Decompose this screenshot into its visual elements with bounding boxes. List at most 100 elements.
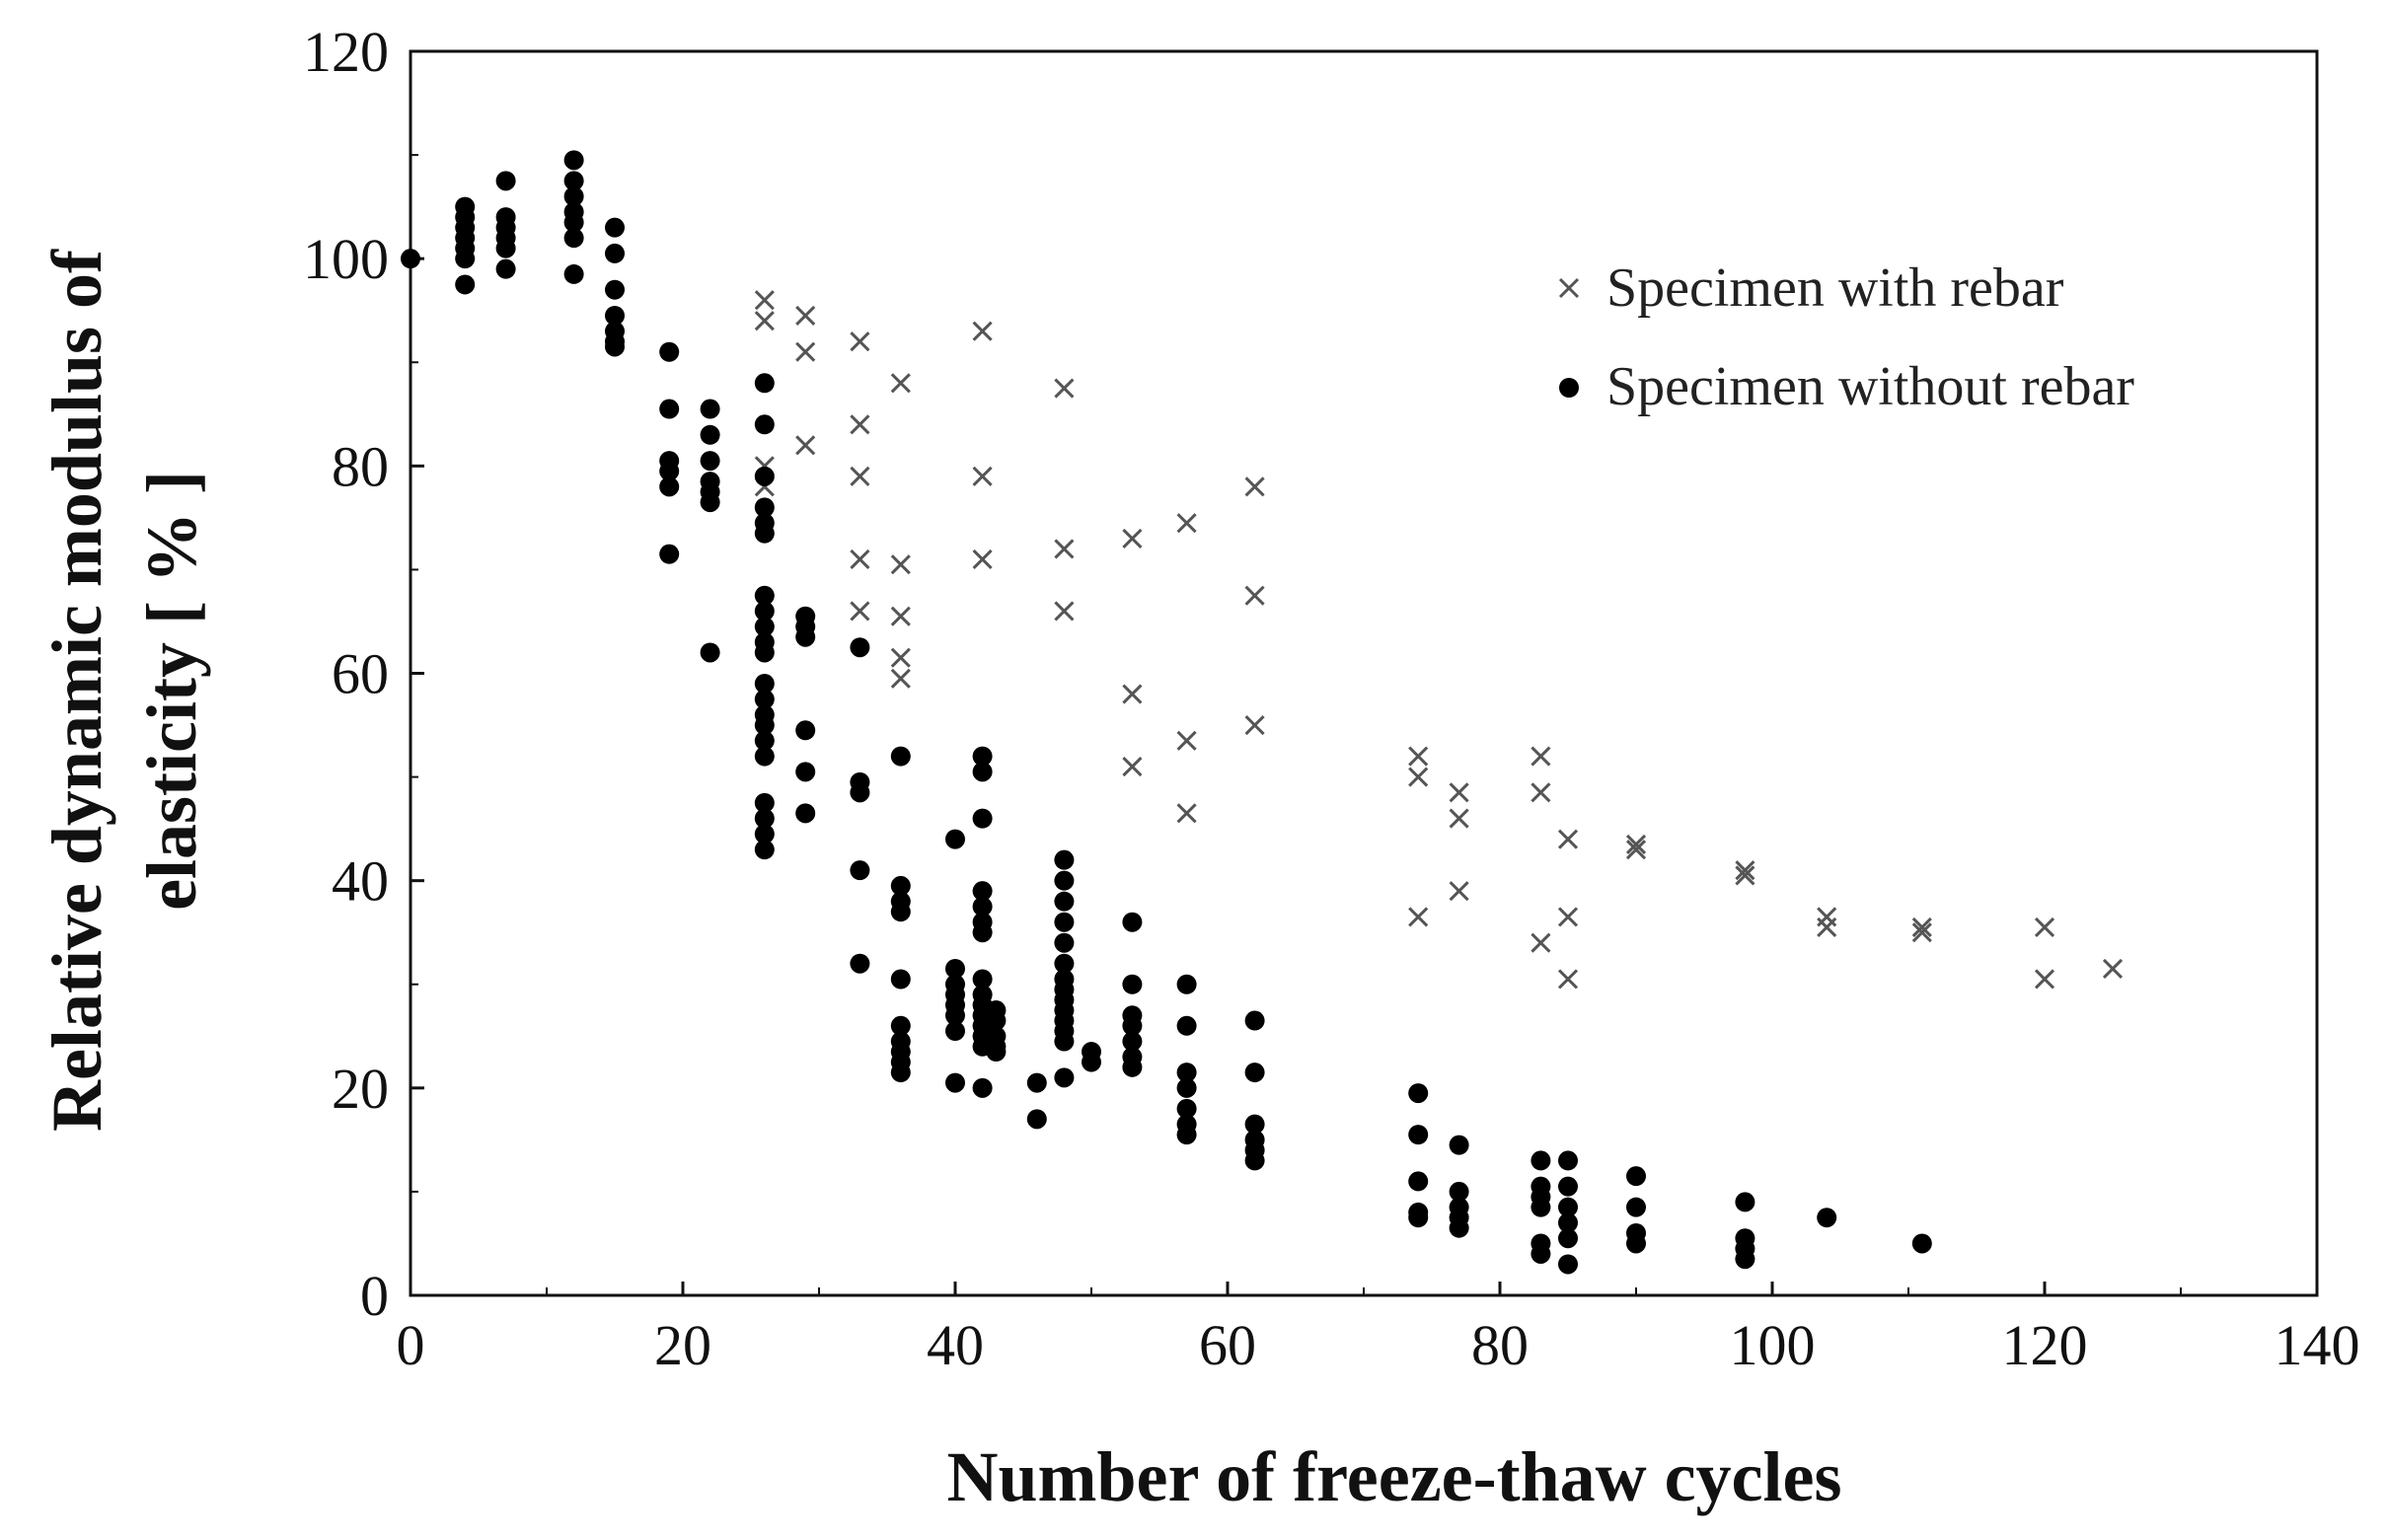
data-point-dot	[972, 1077, 993, 1098]
x-axis-title: Number of freeze-thaw cycles	[947, 1437, 1842, 1516]
x-tick-label: 80	[1471, 1313, 1529, 1377]
x-tick-label: 100	[1730, 1313, 1816, 1377]
y-axis-title-line-1: Relative dynamic modulus of	[37, 249, 116, 1132]
data-point-dot	[890, 1015, 911, 1036]
data-point-dot	[563, 263, 584, 284]
cross-stroke	[1817, 917, 1837, 938]
data-marks	[401, 150, 2124, 1275]
data-point-cross	[2034, 917, 2055, 938]
data-point-dot	[700, 642, 720, 663]
data-point-dot	[1244, 1114, 1265, 1135]
data-point-cross	[1408, 767, 1429, 787]
cross-stroke	[1408, 767, 1429, 787]
data-point-cross	[850, 414, 870, 435]
data-point-cross	[1557, 969, 1579, 990]
legend-item-without-rebar: Specimen without rebar	[1606, 356, 2134, 417]
data-point-dot	[945, 1021, 965, 1042]
data-point-dot	[972, 881, 993, 902]
data-point-cross	[1531, 746, 1551, 767]
data-point-dot	[1911, 1233, 1932, 1254]
data-point-dot	[1054, 912, 1075, 932]
cross-stroke	[1122, 528, 1143, 549]
cross-stroke	[1054, 378, 1075, 399]
cross-stroke	[1449, 808, 1469, 829]
data-point-dot	[754, 730, 775, 751]
data-point-cross	[1244, 714, 1265, 736]
data-point-cross	[1735, 860, 1755, 881]
axes: 0 20 40 60 80 100 120 140 0 20 40 60 80 100 120	[303, 20, 2360, 1377]
data-point-dot	[795, 720, 816, 741]
data-point-dot	[890, 875, 911, 896]
data-point-cross	[1449, 782, 1469, 803]
data-point-cross	[1625, 834, 1647, 854]
cross-stroke	[2034, 969, 2055, 990]
data-point-cross	[1449, 881, 1469, 902]
data-point-cross	[2034, 969, 2055, 990]
cross-stroke	[890, 554, 911, 575]
cross-stroke	[1557, 907, 1579, 927]
data-point-dot	[754, 523, 775, 544]
cross-stroke	[795, 435, 816, 456]
data-point-dot	[795, 626, 816, 647]
data-point-dot	[1408, 1171, 1429, 1192]
data-point-dot	[795, 803, 816, 824]
data-point-dot	[890, 969, 911, 990]
data-point-dot	[1026, 1072, 1047, 1093]
cross-stroke	[1176, 730, 1197, 751]
data-point-cross	[1176, 730, 1197, 751]
data-point-dot	[401, 249, 420, 269]
data-point-dot	[1122, 1031, 1143, 1052]
cross-stroke	[1244, 714, 1265, 736]
data-point-cross	[972, 466, 993, 486]
data-point-dot	[754, 497, 775, 518]
series-without-rebar	[401, 150, 1932, 1275]
data-point-dot	[754, 674, 775, 695]
cross-stroke	[1531, 932, 1551, 953]
data-point-dot	[754, 840, 775, 860]
data-point-cross	[795, 305, 816, 327]
data-point-dot	[1449, 1217, 1469, 1238]
data-point-dot	[1176, 1063, 1197, 1083]
x-tick-label: 120	[2002, 1313, 2088, 1377]
data-point-dot	[1626, 1233, 1646, 1254]
cross-stroke	[1557, 969, 1579, 990]
data-point-dot	[754, 689, 775, 709]
legend-item-with-rebar: Specimen with rebar	[1606, 257, 2064, 319]
cross-stroke	[1911, 917, 1932, 938]
data-point-cross	[1408, 746, 1429, 767]
cross-stroke	[2034, 917, 2055, 938]
data-point-dot	[1558, 1150, 1578, 1171]
data-point-cross	[1911, 917, 1932, 938]
data-point-dot	[754, 792, 775, 813]
data-point-dot	[754, 617, 775, 637]
data-point-cross	[1122, 684, 1143, 704]
data-point-cross	[890, 647, 911, 668]
legend-marker-cross	[1558, 277, 1580, 299]
data-point-dot	[754, 414, 775, 435]
cross-stroke	[890, 373, 911, 394]
cross-stroke	[754, 290, 775, 311]
data-point-dot	[1735, 1249, 1755, 1270]
cross-stroke	[1244, 585, 1265, 606]
data-point-cross	[1817, 917, 1837, 938]
cross-stroke	[1557, 829, 1579, 849]
cross-stroke	[972, 549, 993, 569]
data-point-dot	[563, 150, 584, 171]
data-point-cross	[1557, 829, 1579, 849]
data-point-dot	[1082, 1052, 1101, 1072]
data-point-dot	[700, 424, 720, 445]
data-point-cross	[972, 549, 993, 569]
data-point-dot	[850, 637, 870, 658]
cross-stroke	[1408, 907, 1429, 927]
cross-stroke	[972, 466, 993, 486]
data-point-cross	[890, 554, 911, 575]
x-tick-label: 140	[2275, 1313, 2360, 1377]
data-point-cross	[1122, 757, 1143, 777]
y-tick-label: 100	[303, 227, 389, 291]
y-tick-label: 120	[303, 20, 389, 84]
legend-label-with-rebar: Specimen with rebar	[1606, 257, 2064, 319]
data-point-cross	[795, 341, 816, 362]
data-point-dot	[1531, 1243, 1551, 1264]
